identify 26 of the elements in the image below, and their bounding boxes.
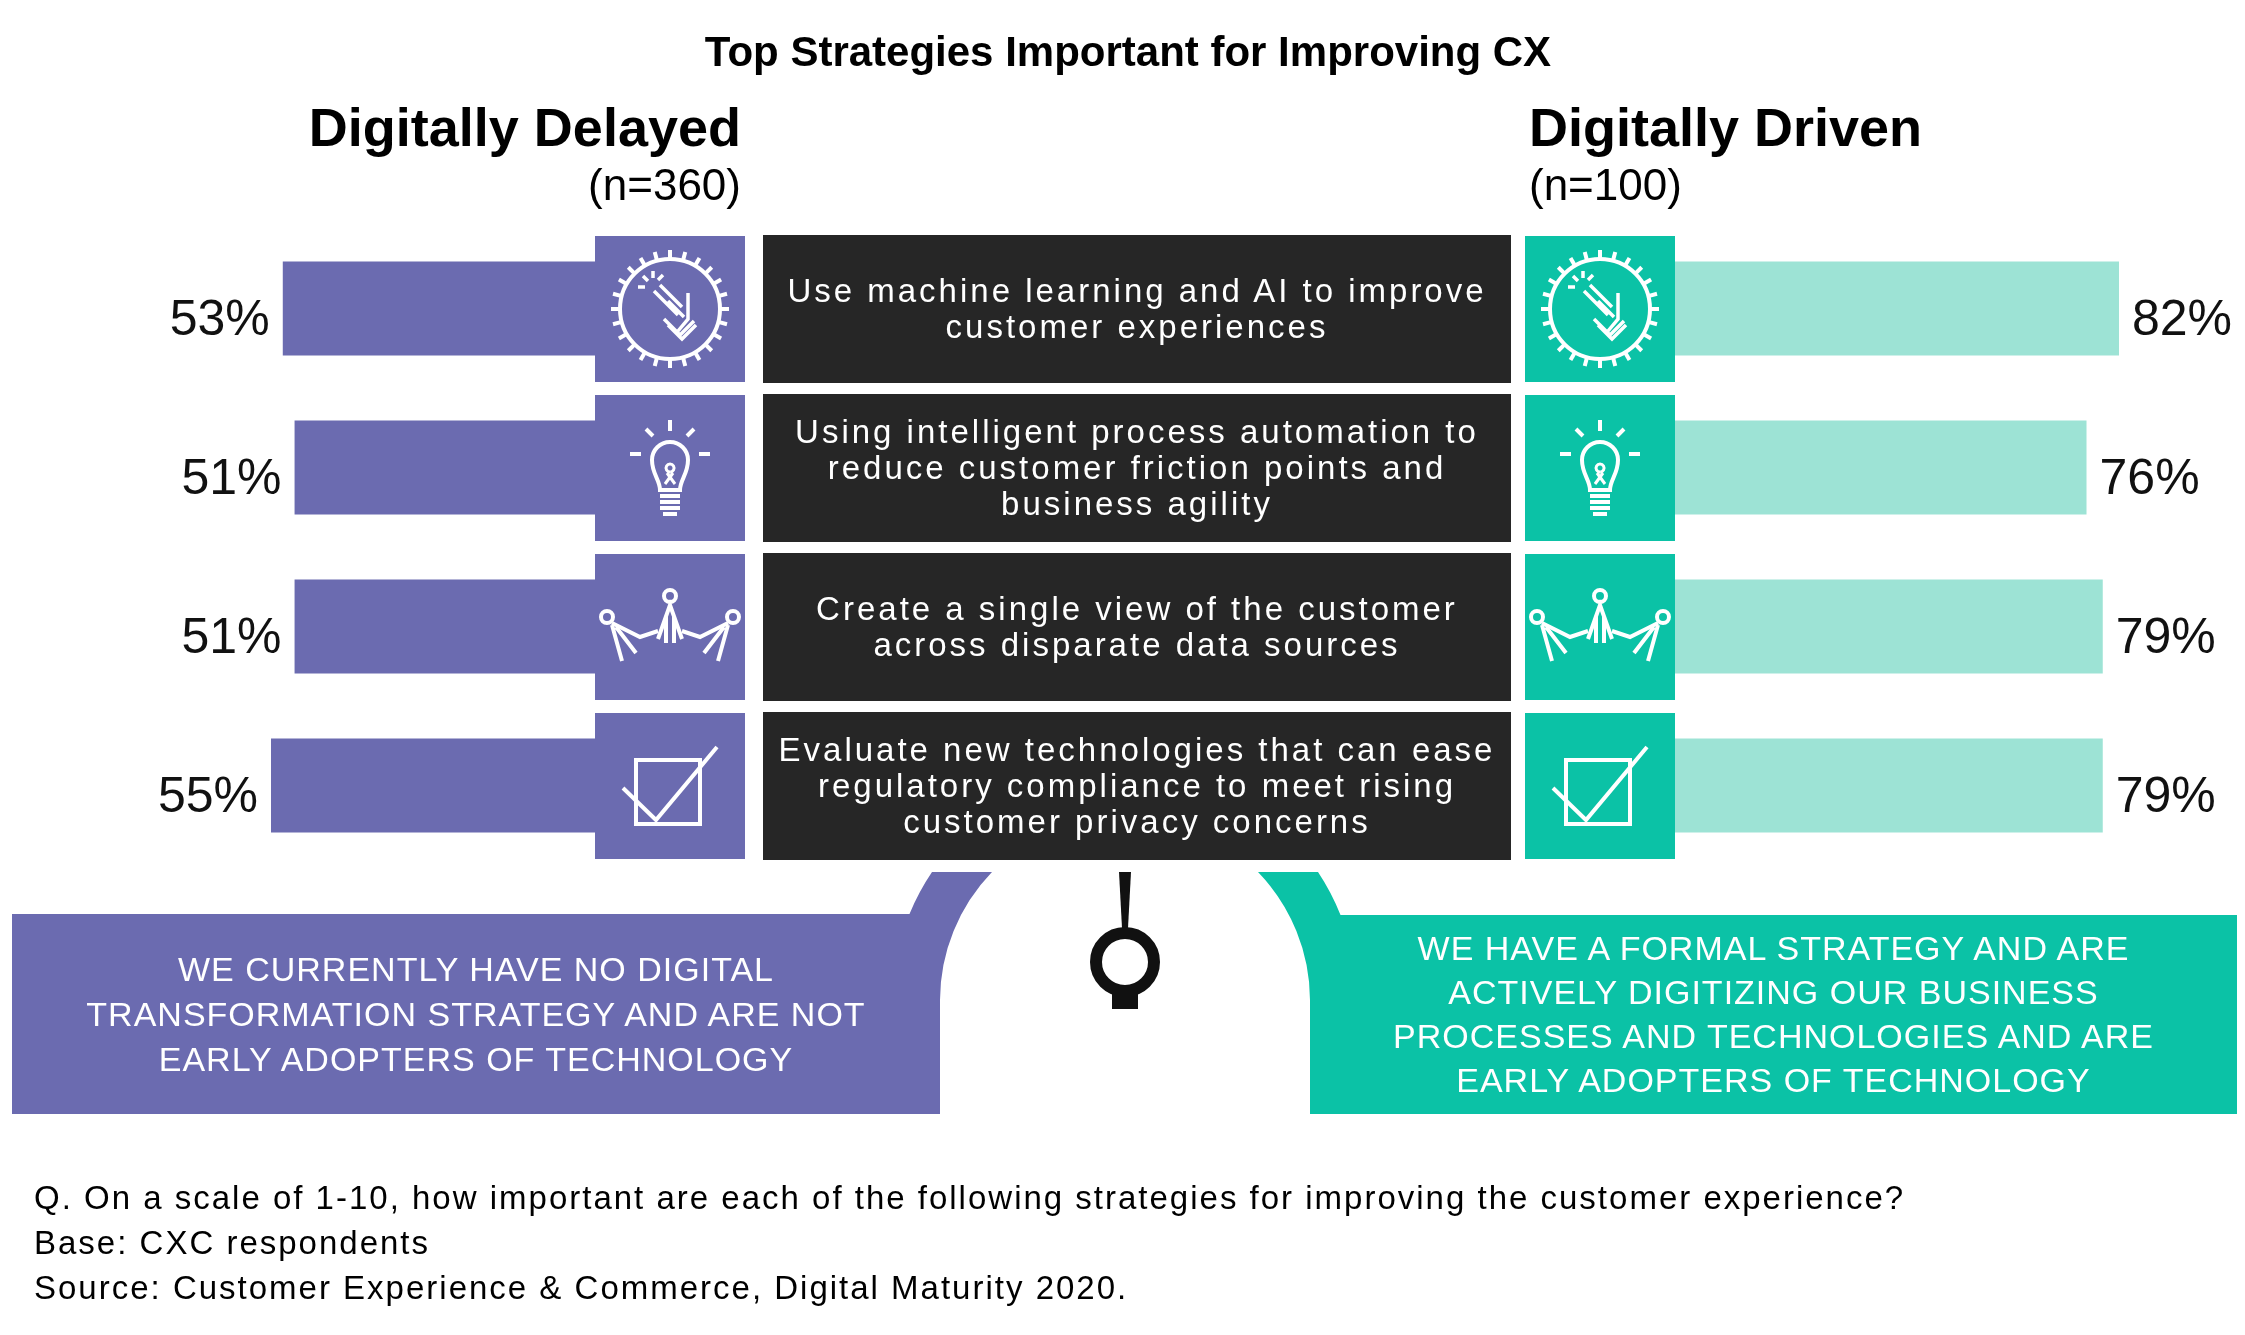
label-box: Use machine learning and AI to improve customer experiences — [763, 234, 1511, 383]
text: WE HAVE A FORMAL STRATEGY AND ARE ACTIVELY DIGITIZING OUR BUSINESS PROCESSES AND TECHNOLOGIES AND ARE EARLY ADOPTERS OF TECHNOLOGY — [1392, 928, 2155, 1101]
data-label: 79% — [2115, 766, 2216, 823]
y-tick-label: Use machine learning and AI to improve customer experiences — [786, 271, 1488, 345]
data-label: 53% — [169, 289, 270, 346]
series-label: Digitally Driven — [1529, 96, 1923, 159]
text: Base: CXC respondents — [34, 1223, 431, 1263]
y-tick-label: Evaluate new technologies that can ease regulatory compliance to meet rising customer privacy concerns — [777, 730, 1497, 840]
data-label: 82% — [2132, 289, 2233, 346]
label-box: Evaluate new technologies that can ease regulatory compliance to meet rising customer privacy concerns — [763, 711, 1511, 860]
y-tick-label: Using intelligent process automation to reduce customer friction points and business agility — [794, 412, 1480, 522]
text: Q. On a scale of 1-10, how important are each of the following strategies for improving the customer experience? — [34, 1178, 1906, 1218]
data-label: 76% — [2099, 448, 2200, 505]
text: WE CURRENTLY HAVE NO DIGITAL TRANSFORMATION STRATEGY AND ARE NOT EARLY ADOPTERS OF TECHNOLOGY — [85, 949, 867, 1080]
label-box: Create a single view of the customer across disparate data sources — [763, 552, 1511, 701]
data-label: 51% — [181, 607, 282, 664]
text: (n=360) — [588, 160, 741, 211]
data-label: 55% — [157, 766, 258, 823]
series-label: Digitally Delayed — [308, 96, 741, 159]
source-note: Source: Customer Experience & Commerce, Digital Maturity 2020. — [34, 1268, 1129, 1308]
data-label: 79% — [2115, 607, 2216, 664]
text: Top Strategies Important for Improving CX — [704, 28, 1552, 77]
y-tick-label: Create a single view of the customer across disparate data sources — [815, 589, 1459, 663]
text: (n=100) — [1529, 160, 1682, 211]
label-box: Using intelligent process automation to reduce customer friction points and business agility — [763, 393, 1511, 542]
data-label: 51% — [181, 448, 282, 505]
